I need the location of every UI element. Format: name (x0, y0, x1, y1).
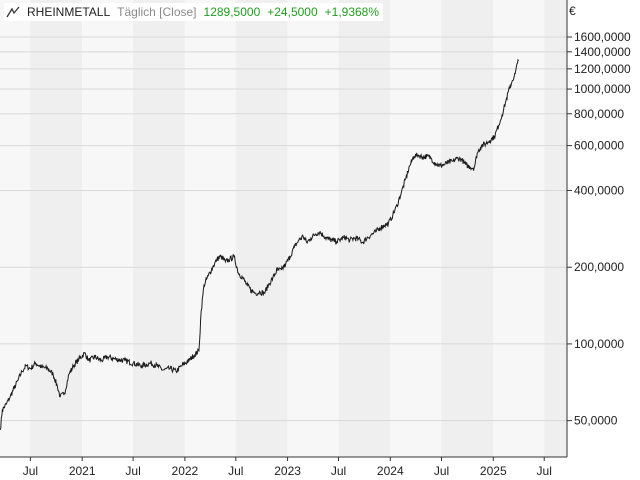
price-line (0, 58, 520, 431)
x-tick-label: 2023 (274, 464, 301, 478)
y-tick-label: 600,0000 (574, 139, 624, 153)
line-chart-icon (6, 6, 20, 18)
time-band (235, 0, 288, 457)
time-band (493, 0, 545, 457)
x-tick-label: Jul (228, 464, 243, 478)
time-band (287, 0, 339, 457)
time-bands (0, 0, 567, 457)
time-band (441, 0, 494, 457)
x-tick-label: Jul (537, 464, 552, 478)
y-tick-label: 1000,0000 (574, 82, 631, 96)
change-absolute: +24,5000 (267, 5, 318, 19)
x-tick-label: Jul (125, 464, 140, 478)
y-tick-label: 200,0000 (574, 260, 624, 274)
time-band (133, 0, 185, 457)
price-series (0, 58, 520, 431)
x-axis-labels: Jul 2021 Jul 2022 Jul 2023 Jul 2024 Jul 2025 Jul (23, 464, 552, 478)
time-band (82, 0, 134, 457)
time-band (184, 0, 236, 457)
time-band (0, 0, 31, 457)
change-percent: +1,9368% (324, 5, 380, 19)
currency-label: € (569, 4, 576, 18)
period-label: Täglich [Close] (117, 5, 197, 19)
last-price: 1289,5000 (203, 5, 261, 19)
y-tick-label: 400,0000 (574, 183, 624, 197)
y-tick-label: 1200,0000 (574, 62, 631, 76)
x-tick-label: Jul (23, 464, 38, 478)
x-tick-label: 2024 (377, 464, 404, 478)
y-tick-label: 50,0000 (574, 414, 618, 428)
time-band (390, 0, 442, 457)
x-tick-label: 2021 (69, 464, 96, 478)
instrument-name: RHEINMETALL (27, 5, 111, 19)
y-tick-label: 100,0000 (574, 337, 624, 351)
y-tick-label: 1600,0000 (574, 30, 631, 44)
x-tick-label: Jul (331, 464, 346, 478)
x-tick-label: Jul (434, 464, 449, 478)
x-tick-label: 2025 (480, 464, 507, 478)
axes (0, 0, 572, 461)
chart-legend: RHEINMETALL Täglich [Close] 1289,5000 +2… (4, 3, 384, 21)
y-tick-label: 800,0000 (574, 107, 624, 121)
gridlines (0, 36, 567, 422)
x-tick-label: 2022 (172, 464, 199, 478)
y-tick-label: 1400,0000 (574, 45, 631, 59)
